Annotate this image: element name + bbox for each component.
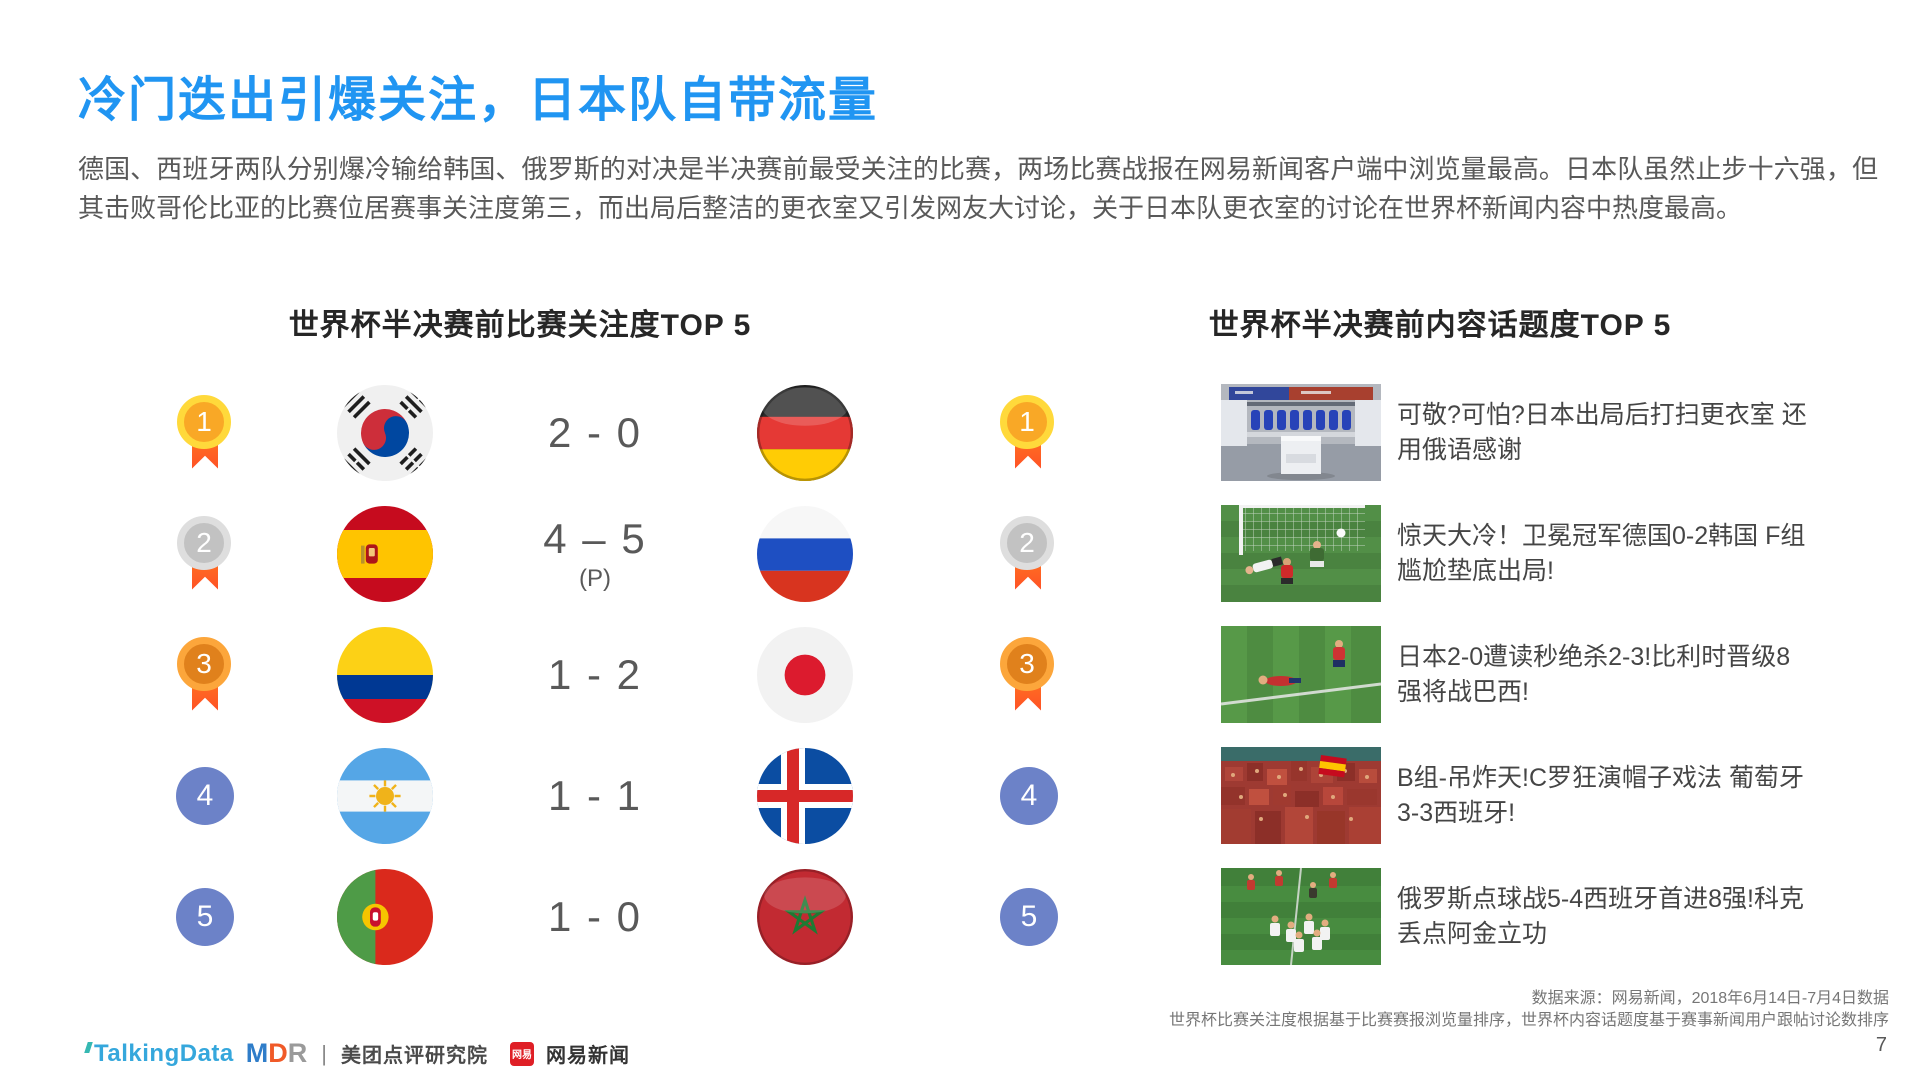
flag-colombia-icon [337,626,433,723]
flag-spain-icon [337,505,433,602]
match-score: 1 - 2 [547,650,643,698]
match-row-1: 1 [120,372,920,493]
rank-1-medal-icon: 1 [1000,394,1056,471]
rank-3-medal-icon: 3 [1000,636,1056,713]
score-note: (P) [578,564,611,592]
mdr-letter-d: D [268,1038,288,1068]
news-row-3: 3 [1000,614,1880,735]
match-score: 4 – 5 [543,514,647,562]
rank-number: 3 [1000,636,1054,691]
match-row-3: 3 1 - 2 [120,614,920,735]
news-headline: 俄罗斯点球战5-4西班牙首进8强!科克 丢点阿金立功 [1397,884,1804,948]
mdr-letter-m: M [245,1038,269,1068]
match-row-5: 5 1 - 0 [120,856,920,977]
match-row-4: 4 1 - [120,735,920,856]
rank-4-badge-icon: 4 [1000,766,1058,825]
flag-argentina-icon [337,747,433,844]
page-title: 冷门迭出引爆关注，日本队自带流量 [78,74,879,127]
rank-5-badge-icon: 5 [1000,887,1058,946]
match-score: 1 - 1 [547,771,643,819]
flag-japan-icon [757,626,853,723]
logo-divider: | [321,1040,327,1066]
flag-south-korea-icon [337,384,433,481]
rank-number: 1 [177,394,231,449]
data-source-note: 数据来源：网易新闻，2018年6月14日-7月4日数据 世界杯比赛关注度根据基于… [1169,988,1889,1032]
rank-2-medal-icon: 2 [177,515,233,592]
content-topic-panel: 世界杯半决赛前内容话题度TOP 5 1 [1000,300,1880,977]
news-headline: 日本2-0遭读秒绝杀2-3!比利时晋级8 强将战巴西! [1397,642,1791,706]
flag-germany-icon [757,384,853,481]
talkingdata-tick-icon [84,1041,93,1053]
match-row-2: 2 4 – 5 (P) [120,493,920,614]
intro-paragraph: 德国、西班牙两队分别爆冷输给韩国、俄罗斯的对决是半决赛前最受关注的比赛，两场比赛… [78,154,1878,223]
rank-number: 2 [177,515,231,570]
data-source-line2: 世界杯比赛关注度根据基于比赛赛报浏览量排序，世界杯内容话题度基于赛事新闻用户跟帖… [1168,1012,1889,1029]
mdr-logo: M D R [246,1038,308,1069]
news-headline: B组-吊炸天!C罗狂演帽子戏法 葡萄牙 3-3西班牙! [1397,763,1804,827]
rank-5-badge-icon: 5 [176,887,234,946]
flag-russia-icon [757,505,853,602]
news-headline: 可敬?可怕?日本出局后打扫更衣室 还 用俄语感谢 [1397,400,1807,464]
news-headline: 惊天大冷！卫冕冠军德国0-2韩国 F组 尴尬垫底出局! [1397,521,1806,585]
thumbnail-team-celebration [1221,868,1381,965]
news-row-2: 2 [1000,493,1880,614]
rank-number: 1 [1000,394,1054,449]
flag-iceland-icon [757,747,853,844]
match-attention-panel: 世界杯半决赛前比赛关注度TOP 5 1 [120,300,920,977]
meituan-dianping-institute-label: 美团点评研究院 [340,1045,488,1067]
thumbnail-goal-scene [1221,505,1381,602]
news-row-1: 1 [1000,372,1880,493]
score-cell: 4 – 5 (P) [543,515,646,593]
rank-3-medal-icon: 3 [177,636,233,713]
score-cell: 2 - 0 [548,409,642,457]
page-number: 7 [1875,1034,1887,1056]
talkingdata-wordmark: TalkingData [94,1039,234,1067]
right-panel-title: 世界杯半决赛前内容话题度TOP 5 [1208,309,1672,342]
data-source-line1: 数据来源：网易新闻，2018年6月14日-7月4日数据 [1531,990,1889,1007]
rank-4-badge-icon: 4 [176,766,234,825]
rank-2-medal-icon: 2 [1000,515,1056,592]
thumbnail-locker-room [1221,384,1381,481]
score-cell: 1 - 0 [548,893,642,941]
match-rows: 1 [120,372,920,977]
flag-portugal-icon [337,868,433,965]
rank-number: 2 [1000,515,1054,570]
score-cell: 1 - 1 [548,772,642,820]
talkingdata-logo: TalkingData [84,1039,234,1068]
match-score: 1 - 0 [547,892,643,940]
left-panel-title: 世界杯半决赛前比赛关注度TOP 5 [288,309,752,342]
match-score: 2 - 0 [547,408,643,456]
netease-logo-icon: 网易 [509,1041,534,1066]
news-row-5: 5 [1000,856,1880,977]
thumbnail-player-on-pitch [1221,626,1381,723]
rank-number: 3 [177,636,231,691]
score-cell: 1 - 2 [548,651,642,699]
news-rows: 1 [1000,372,1880,977]
footer-logos: TalkingData M D R | 美团点评研究院 网易 网易新闻 [84,1038,630,1069]
news-row-4: 4 [1000,735,1880,856]
thumbnail-red-fans [1221,747,1381,844]
rank-1-medal-icon: 1 [177,394,233,471]
flag-morocco-icon [757,868,853,965]
netease-news-label: 网易新闻 [545,1045,630,1067]
mdr-letter-r: R [287,1038,308,1068]
